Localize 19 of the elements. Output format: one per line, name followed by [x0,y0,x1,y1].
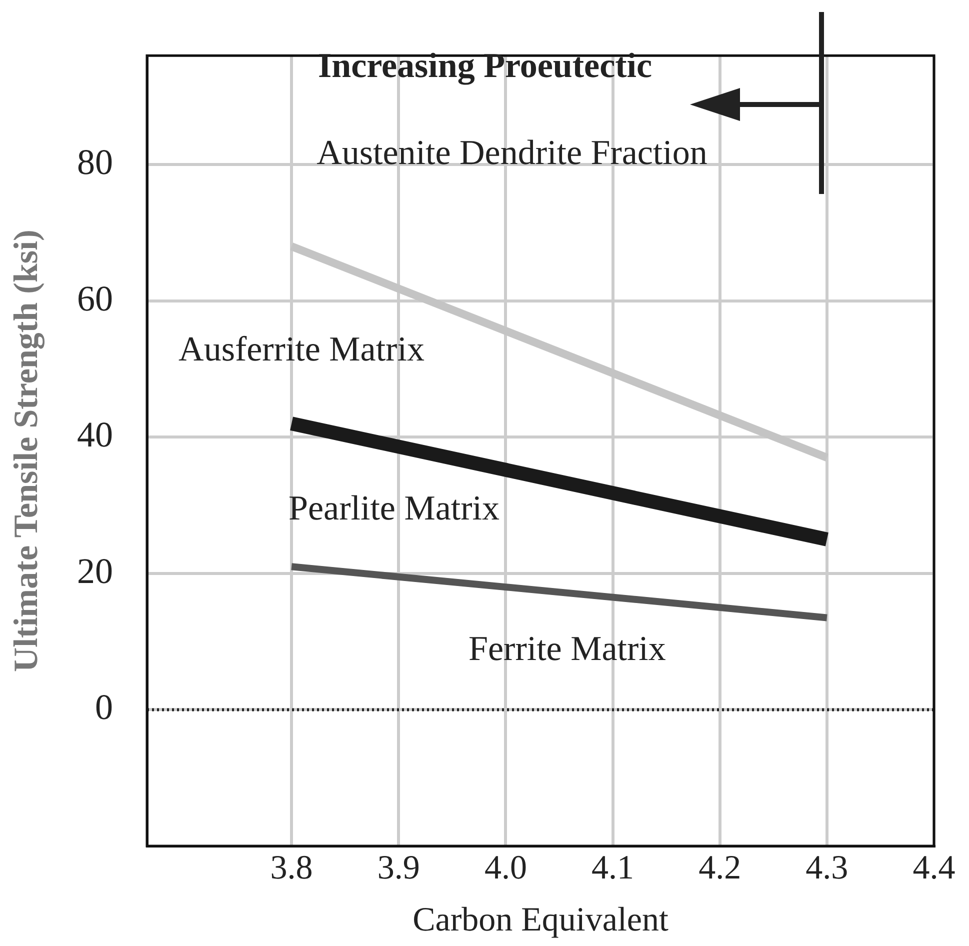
y-tick-label: 40 [77,414,113,455]
x-tick-label: 4.2 [698,849,742,886]
y-tick-label: 60 [77,278,113,318]
x-tick-label: 4.4 [912,849,956,886]
x-tick-label: 3.9 [377,849,420,886]
x-axis-title: Carbon Equivalent [412,902,669,939]
y-tick-label: 20 [77,550,113,591]
annotation: Austenite Dendrite Fraction [316,133,708,172]
series-label: Ausferrite Matrix [178,330,425,369]
x-tick-label: 3.8 [270,849,313,886]
y-tick-label: 0 [95,687,113,728]
x-tick-label: 4.0 [484,849,527,886]
x-tick-label: 4.3 [806,849,848,886]
y-tick-label: 80 [77,142,113,182]
y-axis-title: Ultimate Tensile Strength (ksi) [8,230,46,672]
series-label: Pearlite Matrix [288,488,500,528]
series-label: Ferrite Matrix [468,628,666,668]
annotation: Increasing Proeutectic [318,46,652,86]
x-tick-label: 4.1 [592,849,634,886]
